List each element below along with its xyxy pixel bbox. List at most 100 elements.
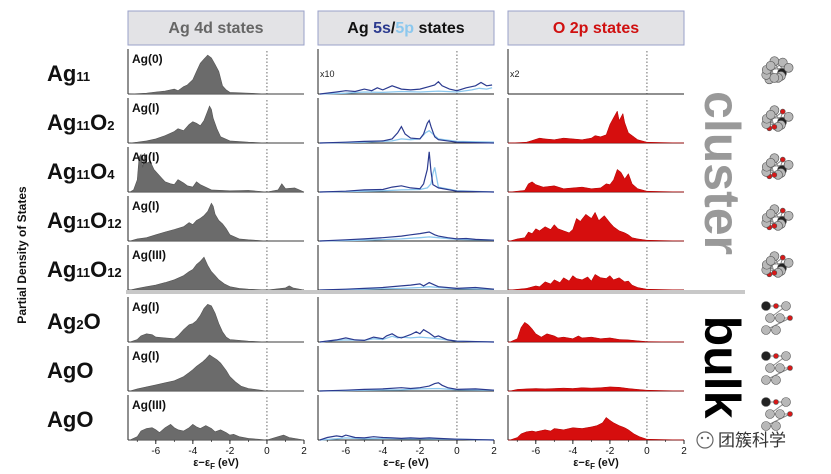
silver-atom [775, 313, 785, 323]
oxidation-state-label: Ag(0) [132, 52, 163, 66]
scale-note-x2: x2 [510, 69, 520, 79]
x-axis-col-1: -6 -4 -2 0 2 ε−εF (eV) [326, 440, 497, 471]
x-tick-label: -2 [225, 446, 234, 457]
oxygen-atom [771, 124, 778, 130]
silver-atom [765, 409, 775, 419]
x-axes: -6 -4 -2 0 2ε−εF (eV)-6 -4 -2 0 2ε−εF (eV)-6 -4 -2… [136, 440, 687, 471]
row-formula-label: Ag11O2 [47, 110, 114, 135]
cluster-label: cluster [694, 91, 750, 255]
silver-atom [769, 73, 780, 83]
x-tick-label: 0 [264, 446, 270, 457]
structure-image-3 [761, 204, 794, 231]
formula-subscript: 11 [76, 167, 90, 182]
ag5s-line [319, 328, 495, 343]
silver-atom [781, 301, 791, 311]
silver-atom [775, 363, 785, 373]
silver-atom [761, 325, 771, 335]
x-axis-label-main: ε−ε [383, 457, 401, 469]
o2p-area [508, 386, 685, 392]
oxygen-atom [787, 365, 793, 371]
x-tick-label: 0 [644, 446, 650, 457]
x-tick-label: 2 [491, 446, 497, 457]
structure-image-5 [761, 301, 793, 335]
x-tick-label: -4 [188, 446, 197, 457]
row-formula-label: Ag11O12 [47, 208, 122, 233]
x-tick-label: 2 [681, 446, 687, 457]
structure-image-7 [761, 397, 793, 431]
oxygen-atom [771, 172, 778, 178]
ag4d-area [128, 202, 304, 242]
formula-part: Ag [47, 61, 76, 86]
silver-atom [783, 211, 794, 221]
formula-part: O [90, 110, 107, 135]
ag5s-line [319, 151, 495, 193]
panel-row-5: Ag(I) [127, 297, 685, 343]
x-axis-col-0: -6 -4 -2 0 2 ε−εF (eV) [136, 440, 307, 471]
silver-atom [781, 351, 791, 361]
ag5s-line [319, 119, 495, 144]
header-part: Ag [347, 20, 373, 37]
ag4d-area [128, 424, 305, 441]
x-tick-label: 0 [454, 446, 460, 457]
structure-image-0 [761, 56, 794, 85]
x-tick-label: -4 [378, 446, 387, 457]
scale-note-x10: x10 [320, 69, 335, 79]
row-formula-label: Ag11 [47, 61, 90, 86]
formula-part: O [90, 159, 107, 184]
svg-text:Ag 5s/5p states: Ag 5s/5p states [347, 20, 465, 37]
o2p-area [508, 110, 685, 144]
o2p-area [508, 168, 685, 193]
oxygen-atom [779, 207, 786, 214]
oxidation-state-label: Ag(I) [132, 150, 159, 164]
header-ag4d: Ag 4d states [127, 10, 305, 46]
row-formula-label: Ag2O [47, 309, 101, 334]
x-axis-label-unit: (eV) [405, 457, 429, 469]
y-axis-title: Partial Density of States [15, 186, 29, 324]
formula-part: Ag [47, 159, 76, 184]
formula-subscript: 4 [107, 167, 115, 182]
header-ag5s5p: Ag 5s/5p states [317, 10, 495, 46]
formula-part: Ag [47, 208, 76, 233]
silver-atom [761, 397, 771, 407]
formula-part: Ag [47, 309, 76, 334]
structure-image-2 [761, 153, 794, 180]
dos-panels: Ag(0) Ag(I) Ag(I) Ag(I) Ag(III) Ag(I) Ag(I) Ag(… [127, 49, 685, 441]
x-axis-label: ε−εF (eV) [573, 457, 619, 471]
oxygen-atom [787, 315, 793, 321]
x-axis-label: ε−εF (eV) [383, 457, 429, 471]
silver-atom [771, 325, 781, 335]
panel-row-0: Ag(0) [127, 49, 684, 95]
oxygen-atom [771, 223, 778, 229]
header-part: O 2p states [553, 20, 639, 37]
x-axis-label-unit: (eV) [595, 457, 619, 469]
wechat-icon [696, 431, 714, 449]
header-o2p: O 2p states [507, 10, 685, 46]
ag5s-line [319, 434, 495, 441]
x-axis-col-2: -6 -4 -2 0 2 ε−εF (eV) [516, 440, 687, 471]
silver-atom [761, 301, 771, 311]
header-part: 5s [373, 20, 391, 37]
panel-row-6: Ag(I) [127, 346, 685, 392]
svg-text:O 2p states: O 2p states [553, 20, 639, 37]
ag4d-area [128, 105, 304, 144]
formula-part: AgO [47, 407, 93, 432]
ag5p-line [319, 87, 493, 95]
formula-subscript: 11 [76, 118, 90, 133]
ag4d-area [128, 153, 305, 193]
structure-image-6 [761, 351, 793, 385]
silver-atom [771, 375, 781, 385]
oxygen-atom [779, 156, 786, 163]
x-axis-label: ε−εF (eV) [193, 457, 239, 471]
silver-atom [783, 63, 794, 73]
formula-subscript: 12 [107, 265, 121, 280]
silver-atom [765, 158, 776, 168]
formula-subscript: 11 [76, 216, 90, 231]
o2p-area [508, 417, 685, 441]
oxidation-state-label: Ag(III) [132, 398, 166, 412]
o2p-area [508, 321, 685, 343]
oxidation-state-label: Ag(I) [132, 300, 159, 314]
oxygen-atom [773, 399, 779, 405]
silver-atom [761, 351, 771, 361]
o2p-area [508, 274, 685, 291]
